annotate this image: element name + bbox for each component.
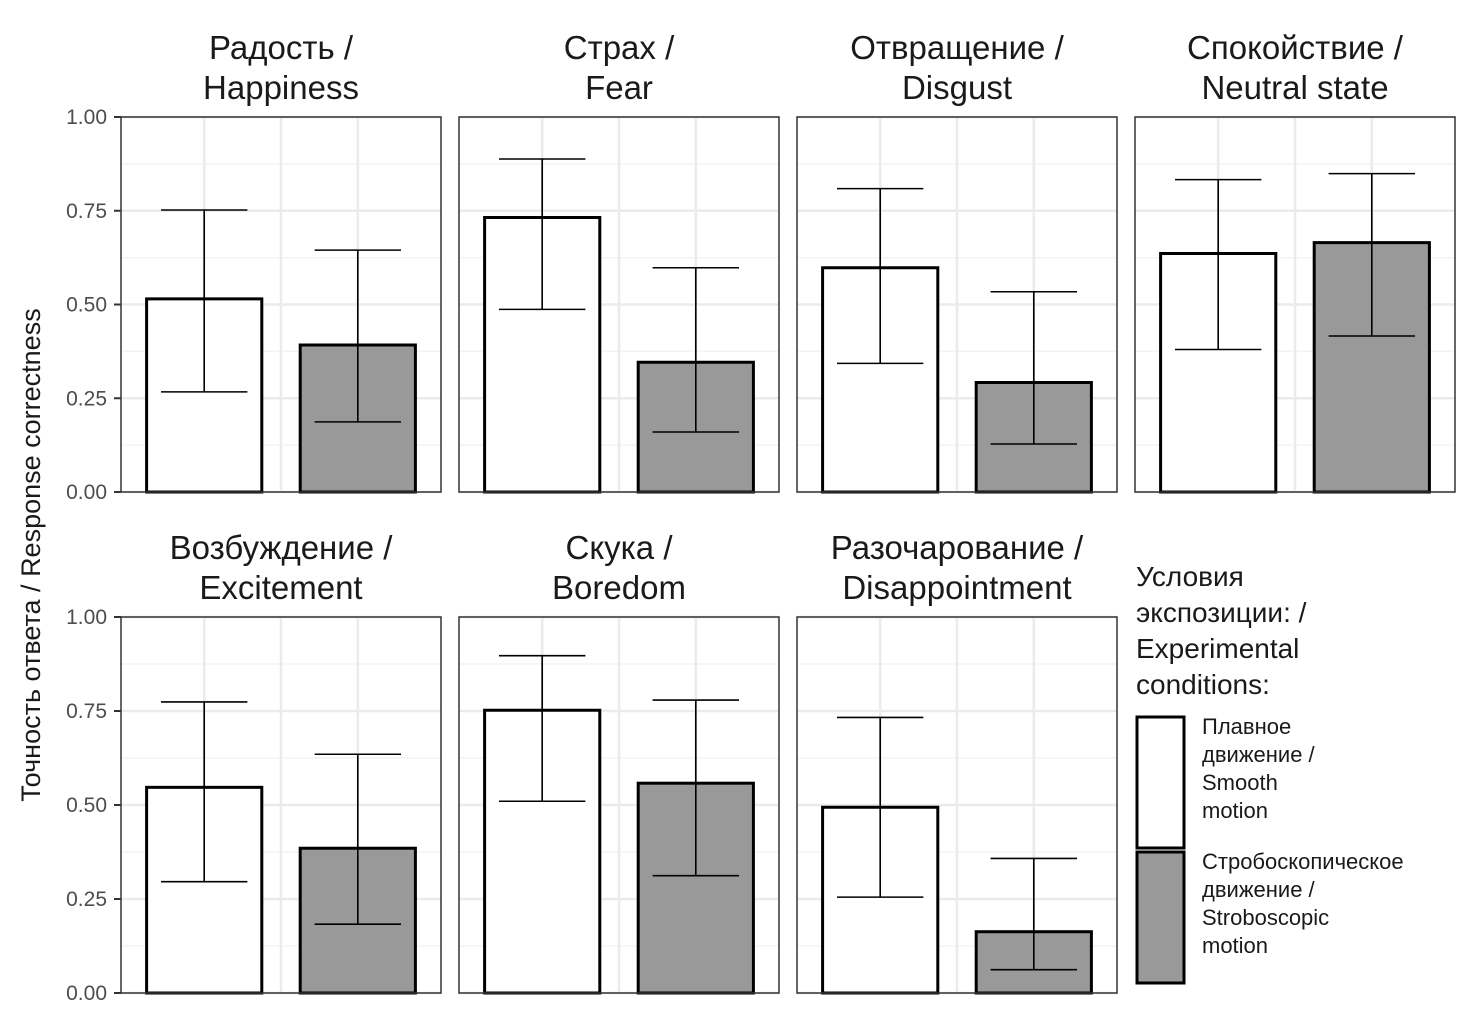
panel-border xyxy=(796,116,1118,493)
panel-border xyxy=(1134,116,1456,493)
panel-title-line-1: Возбуждение / xyxy=(170,529,394,566)
panel-fear: Страх /Fear xyxy=(458,29,780,494)
panel-title-line-2: Disgust xyxy=(902,69,1012,106)
panel-happiness: Радость /Happiness 0.00 0.25 0.50 0.75 1.00 xyxy=(66,29,442,504)
panel-title-line-2: Neutral state xyxy=(1201,69,1388,106)
legend-title-line: Experimental xyxy=(1136,633,1299,664)
panel-disappointment: Разочарование /Disappointment xyxy=(796,529,1118,995)
y-tick-label: 0.50 xyxy=(66,294,107,317)
panel-neutral-state: Спокойствие /Neutral state xyxy=(1134,29,1456,494)
y-tick-label: 1.00 xyxy=(66,106,107,129)
legend-label-smooth: motion xyxy=(1202,798,1268,823)
panel-border xyxy=(796,616,1118,994)
y-tick-label: 1.00 xyxy=(66,606,107,629)
legend-key-strobo xyxy=(1135,850,1186,985)
legend-title-line: экспозиции: / xyxy=(1136,597,1307,628)
panel-title-line-1: Страх / xyxy=(564,29,675,66)
panel-title-line-2: Fear xyxy=(585,69,653,106)
y-tick-label: 0.75 xyxy=(66,200,107,223)
legend-label-smooth: Плавное xyxy=(1202,714,1291,739)
panel-title-line-1: Радость / xyxy=(209,29,354,66)
panel-title-line-2: Happiness xyxy=(203,69,359,106)
y-tick-label: 0.25 xyxy=(66,387,107,410)
panel-title-line-1: Спокойствие / xyxy=(1187,29,1404,66)
y-tick-label: 0.00 xyxy=(66,481,107,504)
panel-title-line-1: Разочарование / xyxy=(831,529,1084,566)
panel-title-line-2: Boredom xyxy=(552,569,686,606)
legend-title-line: conditions: xyxy=(1136,669,1270,700)
panel-title-line-1: Отвращение / xyxy=(850,29,1064,66)
panel-disgust: Отвращение /Disgust xyxy=(796,29,1118,494)
y-tick-label: 0.50 xyxy=(66,794,107,817)
panel-title-line-2: Disappointment xyxy=(842,569,1071,606)
y-tick-label: 0.25 xyxy=(66,888,107,911)
legend-label-strobo: Stroboscopic xyxy=(1202,905,1329,930)
panel-border xyxy=(458,116,780,493)
legend-label-smooth: движение / xyxy=(1202,742,1316,767)
panel-title-line-1: Скука / xyxy=(566,529,674,566)
legend-label-strobo: движение / xyxy=(1202,877,1316,902)
y-tick-label: 0.00 xyxy=(66,982,107,1005)
legend-key-smooth xyxy=(1135,715,1186,850)
legend-label-strobo: motion xyxy=(1202,933,1268,958)
panel-title-line-2: Excitement xyxy=(199,569,362,606)
panel-border xyxy=(458,616,780,994)
legend-title-line: Условия xyxy=(1136,561,1244,592)
legend-label-strobo: Стробоскопическое xyxy=(1202,849,1404,874)
legend-label-smooth: Smooth xyxy=(1202,770,1278,795)
y-tick-label: 0.75 xyxy=(66,700,107,723)
y-axis-label: Точность ответа / Response correctness xyxy=(16,308,46,801)
legend: Условия экспозиции: / Experimental conditio… xyxy=(1135,561,1404,985)
panel-boredom: Скука /Boredom xyxy=(458,529,780,995)
panel-excitement: Возбуждение /Excitement 0.00 0.25 0.50 0.75 1… xyxy=(66,529,442,1005)
